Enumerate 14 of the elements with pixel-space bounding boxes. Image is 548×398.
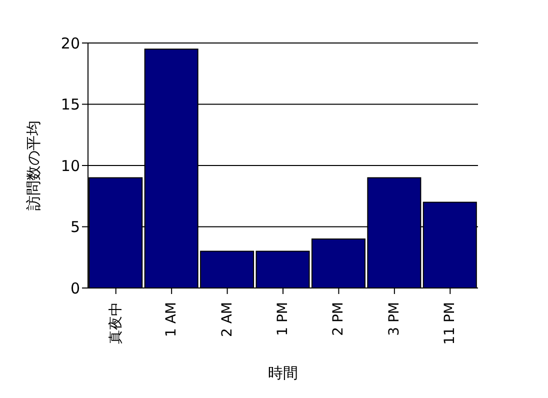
- y-tick-label: 10: [60, 156, 80, 175]
- x-axis-title: 時間: [268, 364, 298, 382]
- y-tick-label: 5: [70, 218, 80, 236]
- x-tick-label: 2 AM: [219, 302, 236, 338]
- y-tick-label: 0: [70, 279, 80, 298]
- y-axis-title: 訪問数の平均: [24, 120, 42, 210]
- x-tick-label: 真夜中: [108, 302, 124, 344]
- y-tick-label: 20: [60, 34, 80, 52]
- x-tick-label: 3 PM: [386, 302, 402, 336]
- x-tick-label: 1 AM: [164, 302, 180, 338]
- y-tick-label: 15: [60, 96, 80, 114]
- x-tick-label: 2 PM: [330, 302, 347, 336]
- x-tick-label: 1 PM: [275, 302, 291, 336]
- x-tick-label: 11 PM: [442, 302, 458, 345]
